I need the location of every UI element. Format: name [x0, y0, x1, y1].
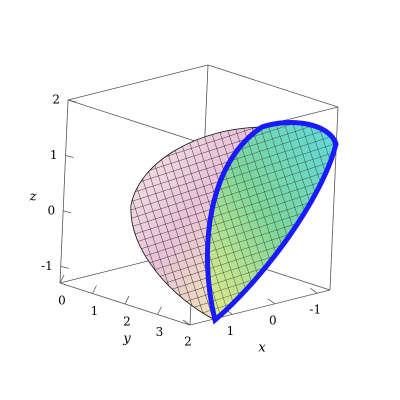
z-tick — [65, 155, 74, 158]
cut-face-mesh — [207, 122, 336, 321]
y-axis-label: y — [122, 332, 131, 347]
box-edge — [59, 99, 69, 284]
box-edge — [67, 99, 199, 143]
y-tick — [157, 306, 162, 315]
z-tick — [63, 210, 72, 214]
z-tick-label: -1 — [41, 259, 53, 273]
x-tick — [267, 298, 276, 305]
y-tick — [92, 285, 97, 294]
y-tick — [59, 274, 65, 284]
boundary-curve — [204, 119, 339, 325]
y-tick-label: 0 — [58, 294, 66, 308]
box-edge — [207, 64, 339, 108]
z-tick — [67, 99, 77, 103]
y-tick — [124, 295, 130, 305]
z-tick-label: 2 — [52, 93, 60, 107]
y-tick-label: 1 — [91, 304, 99, 318]
z-axis-label: z — [29, 190, 37, 205]
box-edge — [67, 64, 209, 101]
x-tick-label: 2 — [184, 335, 192, 349]
axis-labels: x y z — [29, 190, 267, 356]
box-edge — [329, 106, 339, 291]
y-tick-label: 2 — [123, 315, 131, 329]
x-tick-label: 1 — [227, 324, 235, 338]
x-tick-label: 0 — [269, 313, 277, 327]
y-tick-label: 3 — [156, 325, 164, 339]
z-tick-label: 0 — [48, 203, 56, 217]
z-tick — [60, 265, 69, 269]
paraboloid-mesh — [130, 127, 262, 320]
x-tick — [182, 319, 191, 326]
z-tick-label: 1 — [50, 148, 58, 162]
surface — [130, 119, 339, 325]
x-axis-label: x — [258, 341, 266, 356]
x-tick-label: -1 — [309, 303, 321, 317]
x-tick — [310, 287, 318, 294]
